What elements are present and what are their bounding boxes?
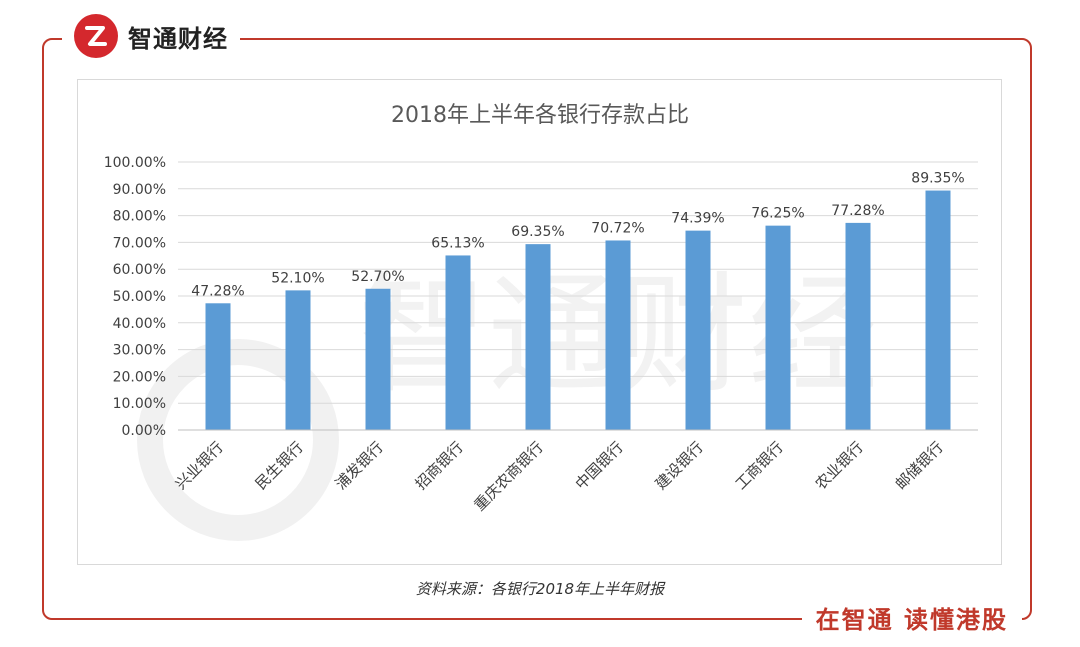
data-label: 52.10% <box>271 270 324 286</box>
x-tick-label: 招商银行 <box>412 438 467 493</box>
x-tick-label: 中国银行 <box>572 438 627 493</box>
data-label: 76.25% <box>751 206 804 222</box>
bar <box>765 225 791 430</box>
y-tick-label: 60.00% <box>113 262 166 278</box>
bar <box>525 244 551 430</box>
chart-container: 智通财经 2018年上半年各银行存款占比 0.00%10.00%20.00%30… <box>77 79 1002 565</box>
logo-mark <box>85 26 107 46</box>
x-tick-label: 建设银行 <box>652 438 707 493</box>
bar <box>845 222 871 430</box>
chart-title: 2018年上半年各银行存款占比 <box>391 103 689 128</box>
y-tick-label: 40.00% <box>113 316 166 332</box>
brand-name: 智通财经 <box>128 24 228 53</box>
y-tick-label: 90.00% <box>113 182 166 198</box>
bar <box>605 240 631 430</box>
watermark-logo-icon <box>137 339 339 541</box>
data-label: 89.35% <box>911 171 964 187</box>
y-tick-label: 0.00% <box>122 423 166 439</box>
y-tick-label: 30.00% <box>113 343 166 359</box>
page-frame <box>42 38 1032 620</box>
y-tick-label: 10.00% <box>113 396 166 412</box>
y-tick-label: 70.00% <box>113 235 166 251</box>
x-tick-label: 重庆农商银行 <box>470 438 546 514</box>
slogan: 在智通 读懂港股 <box>801 600 1022 635</box>
bar <box>285 290 311 430</box>
data-label: 52.70% <box>351 269 404 285</box>
bar-chart: 智通财经 2018年上半年各银行存款占比 0.00%10.00%20.00%30… <box>104 103 978 541</box>
y-tick-label: 100.00% <box>104 155 166 171</box>
bars <box>205 190 951 430</box>
x-tick-label: 工商银行 <box>732 438 787 493</box>
data-label: 70.72% <box>591 220 644 236</box>
y-tick-label: 20.00% <box>113 369 166 385</box>
data-label: 47.28% <box>191 283 244 299</box>
data-label: 69.35% <box>511 224 564 240</box>
gridlines <box>178 161 978 431</box>
data-label: 65.13% <box>431 235 484 251</box>
bar <box>365 288 391 430</box>
x-tick-label: 邮储银行 <box>892 438 947 493</box>
y-tick-label: 80.00% <box>113 209 166 225</box>
data-label: 77.28% <box>831 203 884 219</box>
y-tick-label: 50.00% <box>113 289 166 305</box>
brand-logo-icon <box>74 14 118 58</box>
data-labels: 47.28% 52.10% 52.70% 65.13% 69.35% 70.72% 74.3… <box>191 171 964 300</box>
source-caption: 资料来源：各银行2018年上半年财报 <box>415 580 665 598</box>
data-label: 74.39% <box>671 211 724 227</box>
bar <box>445 255 471 430</box>
bar <box>925 190 951 430</box>
y-axis: 0.00% 10.00% 20.00% 30.00% 40.00% 50.00% 60.00… <box>104 155 166 439</box>
bar <box>685 230 711 430</box>
x-tick-label: 浦发银行 <box>332 438 387 493</box>
x-tick-label: 农业银行 <box>812 438 867 493</box>
bar <box>205 303 231 430</box>
x-tick-label: 兴业银行 <box>172 438 227 493</box>
brand-header: 智通财经 <box>62 14 240 58</box>
